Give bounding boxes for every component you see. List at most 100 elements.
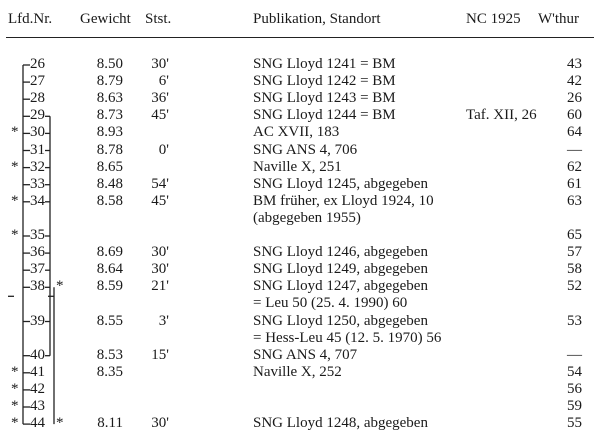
row-wthur: 54 [567,363,582,380]
row-gewicht: 8.73 [96,107,123,124]
row-stst: 15' [151,346,169,363]
row-nr: 30 [30,124,45,141]
row-nr: 37 [30,261,45,278]
row-gewicht: 8.69 [96,244,123,261]
row-wthur: 52 [567,278,582,295]
row-gewicht: 8.58 [96,192,123,209]
row-publikation: SNG Lloyd 1241 = BM [253,56,396,72]
row-stst: 3' [158,312,169,329]
row-nr: 42 [30,380,45,397]
row-stst: 30' [151,244,169,261]
row-stst: 30' [151,261,169,278]
header-wthur: W'thur [538,11,580,27]
row-wthur: — [567,346,582,363]
row-nr: 31 [30,141,45,158]
row-publikation: SNG Lloyd 1245, abgegeben [253,175,428,192]
row-nr: 35 [30,227,45,243]
row-wthur: 57 [567,244,582,261]
row-star-marker-left: * [11,380,19,397]
row-nr: 26 [30,56,45,72]
row-publikation: SNG ANS 4, 707 [253,346,358,363]
row-gewicht: 8.59 [96,278,123,295]
row-wthur: 42 [567,73,582,90]
row-gewicht: 8.79 [96,73,123,90]
row-publikation: SNG Lloyd 1246, abgegeben [253,244,428,261]
row-star-marker-left: * [11,398,19,414]
header-publikation: Publikation, Standort [253,11,381,27]
header-stst: Stst. [145,11,172,27]
row-wthur: 58 [567,261,582,278]
row-nr: 41 [30,363,45,380]
row-wthur: 43 [567,56,582,72]
row-star-marker-left: * [11,363,19,380]
row-publikation: BM früher, ex Lloyd 1924, 10 [253,192,434,209]
row-publikation: Naville X, 252 [253,363,342,380]
row-publikation: SNG Lloyd 1242 = BM [253,73,396,90]
row-wthur: 65 [567,227,582,243]
row-nr: 40 [30,346,45,363]
row-wthur: 59 [567,398,582,414]
header-lfd-nr: Lfd.Nr. [8,11,53,27]
row-nr: 29 [30,107,45,124]
row-publikation: SNG ANS 4, 706 [253,141,358,158]
row-star-marker-left: * [11,192,19,209]
row-gewicht: 8.93 [96,124,123,141]
row-stst: 21' [151,278,169,295]
row-publikation: = Leu 50 (25. 4. 1990) 60 [253,295,408,312]
row-wthur: — [567,141,582,158]
row-nr: 27 [30,73,45,90]
row-publikation: AC XVII, 183 [253,124,340,141]
row-stst: 45' [151,107,169,124]
row-gewicht: 8.63 [96,90,123,107]
row-publikation: Naville X, 251 [253,158,342,175]
row-stst: 30' [151,415,169,432]
row-star-marker-left: * [11,227,19,243]
row-stst: 54' [151,175,169,192]
row-nr: 38 [30,278,45,295]
row-nr: 36 [30,244,45,261]
row-publikation: SNG Lloyd 1247, abgegeben [253,278,428,295]
row-star-marker-left: * [11,124,19,141]
row-wthur: 56 [567,380,582,397]
row-nr: 33 [30,175,45,192]
row-publikation: (abgegeben 1955) [253,209,361,226]
row-publikation: SNG Lloyd 1248, abgegeben [253,415,428,432]
row-nr: 34 [30,192,45,209]
row-stst: 36' [151,90,169,107]
row-nr: 32 [30,158,45,175]
row-publikation: SNG Lloyd 1249, abgegeben [253,261,428,278]
row-publikation: SNG Lloyd 1244 = BM [253,107,396,124]
row-nr: 39 [30,312,45,329]
row-nr: 44 [30,415,45,432]
row-gewicht: 8.50 [96,56,123,72]
header-gewicht: Gewicht [80,11,131,27]
row-stst: 45' [151,192,169,209]
row-gewicht: 8.55 [96,312,123,329]
row-wthur: 64 [567,124,582,141]
row-wthur: 62 [567,158,582,175]
row-publikation: SNG Lloyd 1243 = BM [253,90,396,107]
row-nr: 43 [30,398,45,414]
row-nc-1925: Taf. XII, 26 [466,107,537,124]
row-wthur: 53 [567,312,582,329]
row-wthur: 26 [567,90,582,107]
header-nc-1925: NC 1925 [466,11,521,27]
row-publikation: = Hess-Leu 45 (12. 5. 1970) 56 [253,329,442,346]
row-gewicht: 8.53 [96,346,123,363]
row-star-marker-right: * [56,278,64,295]
row-gewicht: 8.78 [96,141,123,158]
row-star-marker-left: * [11,415,19,432]
row-publikation: SNG Lloyd 1250, abgegeben [253,312,428,329]
row-wthur: 60 [567,107,582,124]
row-nr: 28 [30,90,45,107]
row-gewicht: 8.35 [96,363,123,380]
row-stst: 0' [158,141,169,158]
row-wthur: 55 [567,415,582,432]
row-star-marker-left: * [11,158,19,175]
row-stst: 30' [151,56,169,72]
row-wthur: 61 [567,175,582,192]
row-star-marker-right: * [56,415,64,432]
row-gewicht: 8.11 [97,415,123,432]
